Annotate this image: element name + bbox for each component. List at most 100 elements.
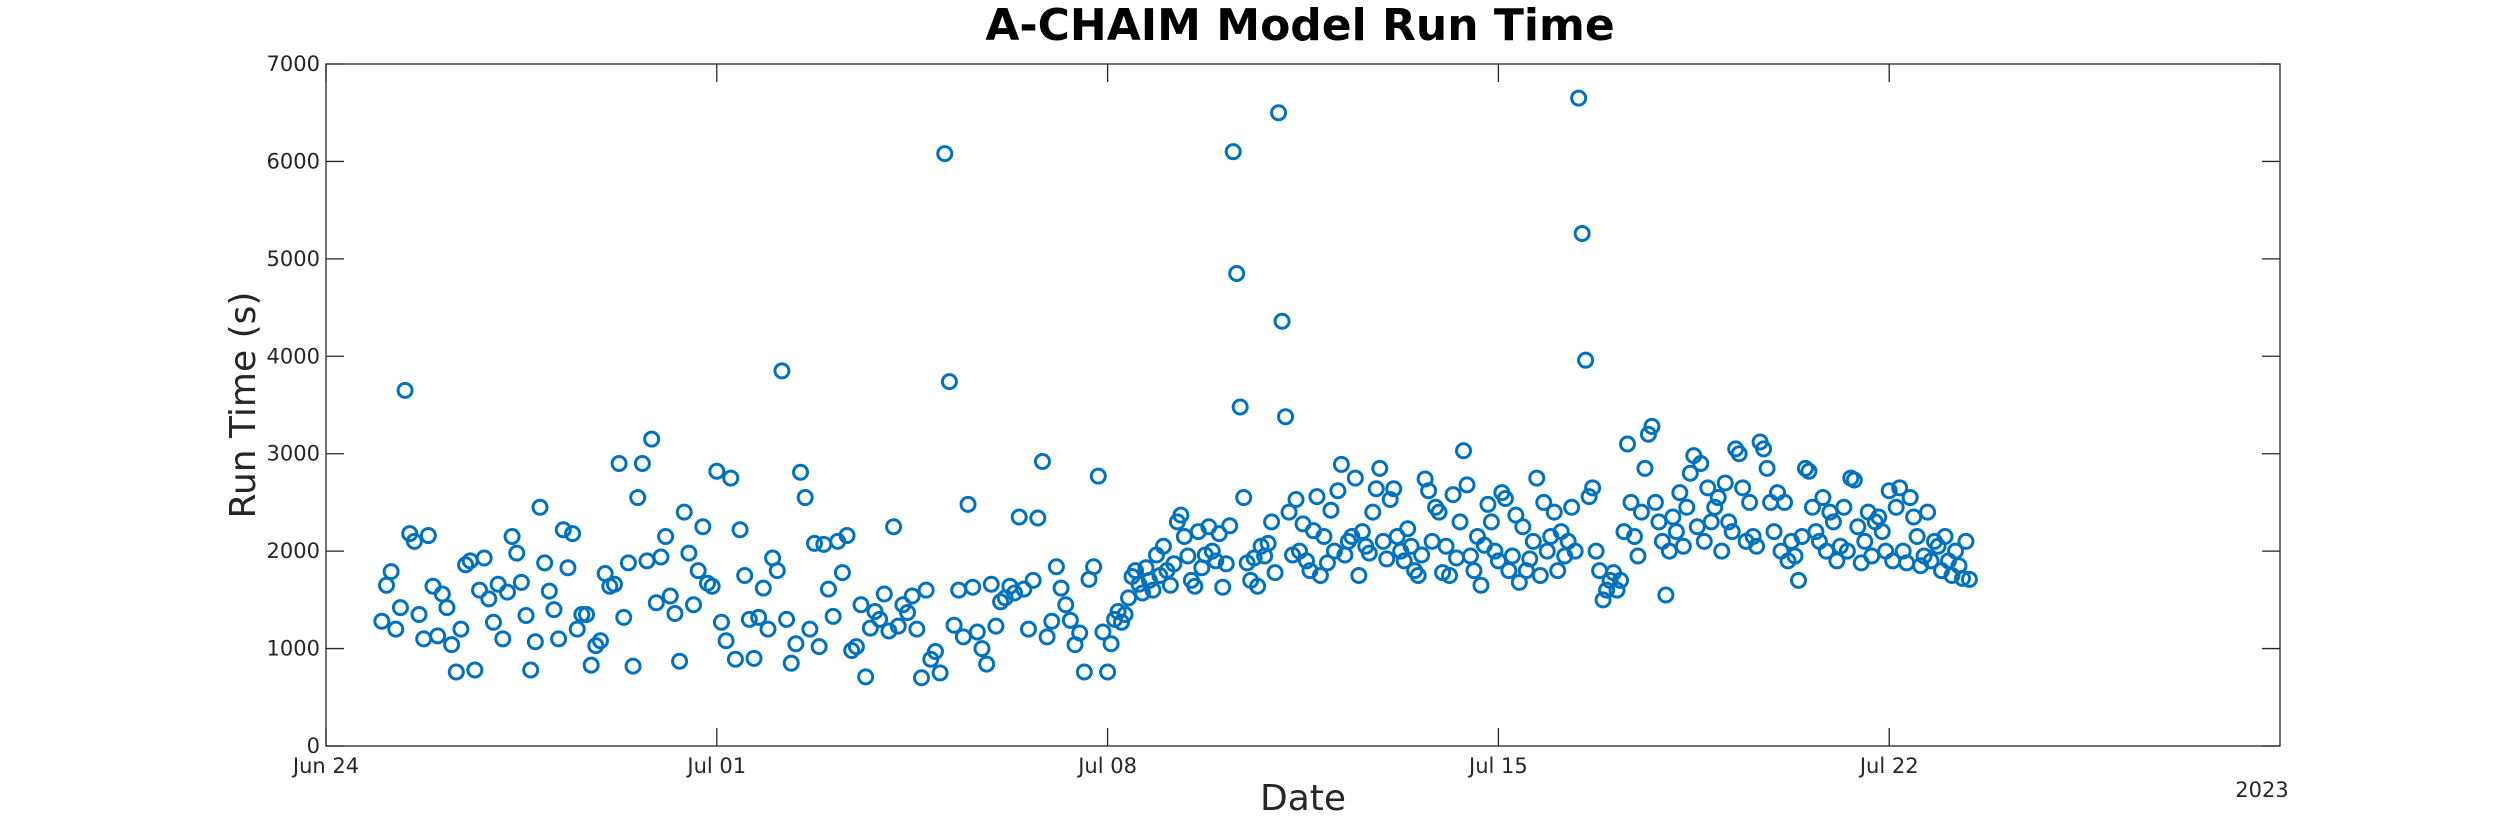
data-point [424,577,442,595]
data-point [466,661,484,679]
data-point [387,620,405,638]
data-point [1224,143,1242,161]
data-point [1528,469,1546,487]
data-point [740,610,758,628]
data-point [1413,546,1431,564]
data-point [1479,495,1497,513]
data-point [1584,479,1602,497]
data-point [824,607,842,625]
data-point [1608,581,1626,599]
data-point [1674,537,1692,555]
data-point [1908,528,1926,546]
data-point [433,585,451,603]
data-point [1960,570,1978,588]
x-tick-label: Jul 01 [685,754,746,778]
data-point [1186,577,1204,595]
data-point [494,630,512,648]
data-point [475,549,493,567]
data-point [1776,493,1794,511]
data-point [1814,489,1832,507]
x-axis: Jun 24 Jul 01 Jul 08 Jul 15 Jul 22 [291,64,1919,778]
data-point [396,381,414,399]
data-point [1085,558,1103,576]
data-point [936,145,954,163]
data-point [471,581,489,599]
data-point [1598,581,1616,599]
data-point [605,575,623,593]
data-point [587,637,605,655]
data-point [1089,467,1107,485]
data-point [1277,408,1295,426]
data-point [633,454,651,472]
data-point [1549,562,1567,580]
data-point [1500,562,1518,580]
data-point [1702,513,1720,531]
data-point [1573,225,1591,243]
data-point [1455,442,1473,460]
data-point [498,583,516,601]
x-tick-label: Jul 22 [1858,754,1919,778]
data-point [1024,571,1042,589]
x-axis-year-label: 2023 [2235,778,2288,802]
data-point [694,518,712,536]
data-point [880,622,898,640]
data-point [1856,532,1874,550]
data-point [1514,518,1532,536]
data-point [852,596,870,614]
data-point [899,604,917,622]
data-point [982,575,1000,593]
data-point [1580,488,1598,506]
data-point [1329,482,1347,500]
data-point [1325,542,1343,560]
data-point [1364,503,1382,521]
data-point [1332,455,1350,473]
data-point [1297,552,1315,570]
y-tick-label: 0 [307,734,320,758]
data-point [778,610,796,628]
data-point [1221,517,1239,535]
data-point [1448,549,1466,567]
y-tick-label: 1000 [267,637,320,661]
data-point [675,503,693,521]
data-point [875,585,893,603]
data-point [522,661,540,679]
data-point [1563,498,1581,516]
data-point [768,562,786,580]
data-point [512,573,530,591]
data-point [685,596,703,614]
data-point [1441,567,1459,584]
data-point [1266,564,1284,582]
data-point [1887,498,1905,516]
data-point [889,617,907,635]
data-point [1374,532,1392,550]
data-point [1371,459,1389,477]
data-point [564,525,582,543]
data-point [745,649,763,667]
data-point [671,652,689,670]
data-point [1709,489,1727,507]
data-point [1538,542,1556,560]
data-point [712,613,730,631]
data-point [861,619,879,637]
data-point [610,454,628,472]
data-point [964,578,982,596]
data-point [1409,567,1427,584]
data-point [1838,542,1856,560]
data-point [489,575,507,593]
data-point [1755,440,1773,458]
data-point [1472,576,1490,594]
data-point [391,599,409,617]
data-point [908,620,926,638]
data-point [1566,542,1584,560]
data-point [568,620,586,638]
data-point [1385,480,1403,498]
data-point [1570,89,1588,107]
data-point [545,601,563,619]
data-point [703,577,721,595]
data-point [382,563,400,581]
data-point [1713,542,1731,560]
data-point [550,630,568,648]
data-point [1130,575,1148,593]
data-point [1667,523,1685,541]
data-point [1723,523,1741,541]
